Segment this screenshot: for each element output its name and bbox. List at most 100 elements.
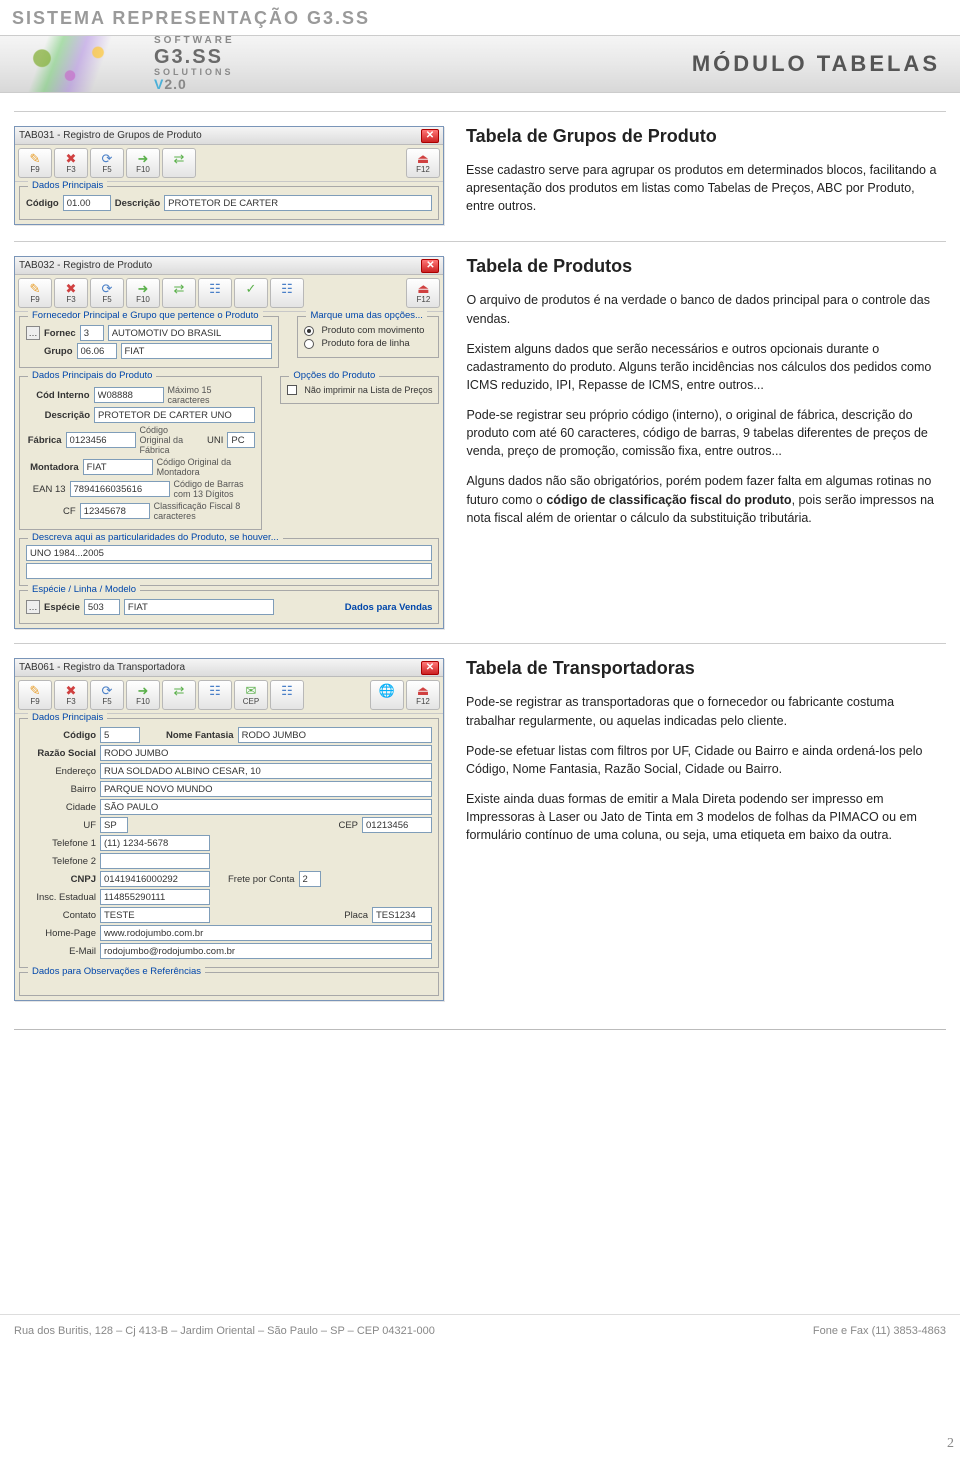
btn-f5[interactable]: ⟳F5 <box>90 278 124 308</box>
field-tel1[interactable] <box>100 835 210 851</box>
window-grupos-titlebar[interactable]: TAB031 - Registro de Grupos de Produto ✕ <box>15 127 443 145</box>
toolbar-transportadora: ✎F9 ✖F3 ⟳F5 ➜F10 ⇄ ☷ ✉CEP ☷ 🌐 ⏏F12 <box>15 677 443 714</box>
field-descricao[interactable] <box>164 195 432 211</box>
btn-globe[interactable]: 🌐 <box>370 680 404 710</box>
field-insc[interactable] <box>100 889 210 905</box>
btn-nav[interactable]: ⇄ <box>162 148 196 178</box>
close-icon[interactable]: ✕ <box>421 259 439 273</box>
field-nome[interactable] <box>238 727 432 743</box>
radio-com-movimento[interactable] <box>304 326 314 336</box>
section3-p3: Existe ainda duas formas de emitir a Mal… <box>466 790 946 844</box>
field-frete[interactable] <box>299 871 321 887</box>
field-cidade[interactable] <box>100 799 432 815</box>
field-codint[interactable] <box>94 387 164 403</box>
section-produtos: TAB032 - Registro de Produto ✕ ✎F9 ✖F3 ⟳… <box>14 241 946 643</box>
field-grupo-name[interactable] <box>121 343 273 359</box>
section1-title: Tabela de Grupos de Produto <box>466 126 946 147</box>
field-cnpj[interactable] <box>100 871 210 887</box>
field-especie-code[interactable] <box>84 599 120 615</box>
field-uni[interactable] <box>227 432 255 448</box>
fs-legend: Dados Principais <box>28 180 107 191</box>
lbl-descricao: Descrição <box>115 198 160 209</box>
section2-p4: Alguns dados não são obrigatórios, porém… <box>466 472 946 526</box>
btn-extra1[interactable]: ☷ <box>198 278 232 308</box>
field-desc[interactable] <box>94 407 255 423</box>
field-particularidades[interactable] <box>26 545 432 561</box>
footer-address: Rua dos Buritis, 128 – Cj 413-B – Jardim… <box>14 1325 435 1337</box>
window-produtos-title: TAB032 - Registro de Produto <box>19 260 152 271</box>
field-montadora[interactable] <box>83 459 153 475</box>
field-cf[interactable] <box>80 503 150 519</box>
btn-f5[interactable]: ⟳F5 <box>90 148 124 178</box>
close-icon[interactable]: ✕ <box>421 129 439 143</box>
btn-extra2[interactable]: ☷ <box>270 680 304 710</box>
field-home[interactable] <box>100 925 432 941</box>
field-bairro[interactable] <box>100 781 432 797</box>
field-endereco[interactable] <box>100 763 432 779</box>
content: TAB031 - Registro de Grupos de Produto ✕… <box>0 93 960 1054</box>
section-grupos: TAB031 - Registro de Grupos de Produto ✕… <box>14 112 946 241</box>
btn-f10[interactable]: ➜F10 <box>126 680 160 710</box>
field-cep[interactable] <box>362 817 432 833</box>
section2-p3: Pode-se registrar seu próprio código (in… <box>466 406 946 460</box>
link-dados-vendas[interactable]: Dados para Vendas <box>345 602 433 613</box>
btn-f9[interactable]: ✎F9 <box>18 278 52 308</box>
field-particularidades-2[interactable] <box>26 563 432 579</box>
check-naoimprimir[interactable] <box>287 385 297 395</box>
fieldset-opcoes-produto: Opções do Produto Não imprimir na Lista … <box>280 376 439 404</box>
footer-phone: Fone e Fax (11) 3853-4863 <box>813 1325 946 1337</box>
radio-fora-linha[interactable] <box>304 339 314 349</box>
btn-extra2[interactable]: ✓ <box>234 278 268 308</box>
btn-extra1[interactable]: ☷ <box>198 680 232 710</box>
window-transportadora-titlebar[interactable]: TAB061 - Registro da Transportadora ✕ <box>15 659 443 677</box>
window-produtos: TAB032 - Registro de Produto ✕ ✎F9 ✖F3 ⟳… <box>14 256 444 629</box>
fieldset-transp-dados: Dados Principais Código Nome Fantasia Ra… <box>19 718 439 968</box>
btn-f9[interactable]: ✎F9 <box>18 148 52 178</box>
field-tel2[interactable] <box>100 853 210 869</box>
btn-f3[interactable]: ✖F3 <box>54 278 88 308</box>
field-razao[interactable] <box>100 745 432 761</box>
field-placa[interactable] <box>372 907 432 923</box>
field-contato[interactable] <box>100 907 210 923</box>
lookup-icon[interactable]: … <box>26 600 40 614</box>
field-ean[interactable] <box>70 481 170 497</box>
btn-nav[interactable]: ⇄ <box>162 278 196 308</box>
field-fornec-code[interactable] <box>80 325 104 341</box>
field-codigo[interactable] <box>100 727 140 743</box>
field-email[interactable] <box>100 943 432 959</box>
btn-extra3[interactable]: ☷ <box>270 278 304 308</box>
close-icon[interactable]: ✕ <box>421 661 439 675</box>
window-produtos-titlebar[interactable]: TAB032 - Registro de Produto ✕ <box>15 257 443 275</box>
field-fornec-name[interactable] <box>108 325 273 341</box>
lookup-icon[interactable]: … <box>26 326 40 340</box>
fieldset-particularidades: Descreva aqui as particularidades do Pro… <box>19 538 439 586</box>
btn-f10[interactable]: ➜F10 <box>126 148 160 178</box>
btn-f3[interactable]: ✖F3 <box>54 148 88 178</box>
window-grupos-title: TAB031 - Registro de Grupos de Produto <box>19 130 202 141</box>
banner-logo: SOFTWARE G3.SS SOLUTIONS V2.0 <box>154 36 235 92</box>
field-codigo[interactable] <box>63 195 111 211</box>
btn-nav[interactable]: ⇄ <box>162 680 196 710</box>
toolbar-produtos: ✎F9 ✖F3 ⟳F5 ➜F10 ⇄ ☷ ✓ ☷ ⏏F12 <box>15 275 443 312</box>
btn-f10[interactable]: ➜F10 <box>126 278 160 308</box>
section3-title: Tabela de Transportadoras <box>466 658 946 679</box>
section2-p1: O arquivo de produtos é na verdade o ban… <box>466 291 946 327</box>
fieldset-fornecedor: Fornecedor Principal e Grupo que pertenc… <box>19 316 279 368</box>
field-grupo-code[interactable] <box>77 343 117 359</box>
field-fabrica[interactable] <box>66 432 136 448</box>
section1-p1: Esse cadastro serve para agrupar os prod… <box>466 161 946 215</box>
field-uf[interactable] <box>100 817 128 833</box>
field-especie-val[interactable] <box>124 599 274 615</box>
btn-f12[interactable]: ⏏F12 <box>406 680 440 710</box>
banner-decoration <box>0 35 140 93</box>
btn-f3[interactable]: ✖F3 <box>54 680 88 710</box>
btn-f12[interactable]: ⏏F12 <box>406 278 440 308</box>
fieldset-observacoes: Dados para Observações e Referências <box>19 972 439 996</box>
logo-version: V2.0 <box>154 77 235 92</box>
fieldset-opcoes-mov: Marque uma das opções... Produto com mov… <box>297 316 439 358</box>
btn-f9[interactable]: ✎F9 <box>18 680 52 710</box>
page-header: SISTEMA REPRESENTAÇÃO G3.SS <box>0 0 960 29</box>
btn-f5[interactable]: ⟳F5 <box>90 680 124 710</box>
btn-f12[interactable]: ⏏F12 <box>406 148 440 178</box>
btn-cep[interactable]: ✉CEP <box>234 680 268 710</box>
